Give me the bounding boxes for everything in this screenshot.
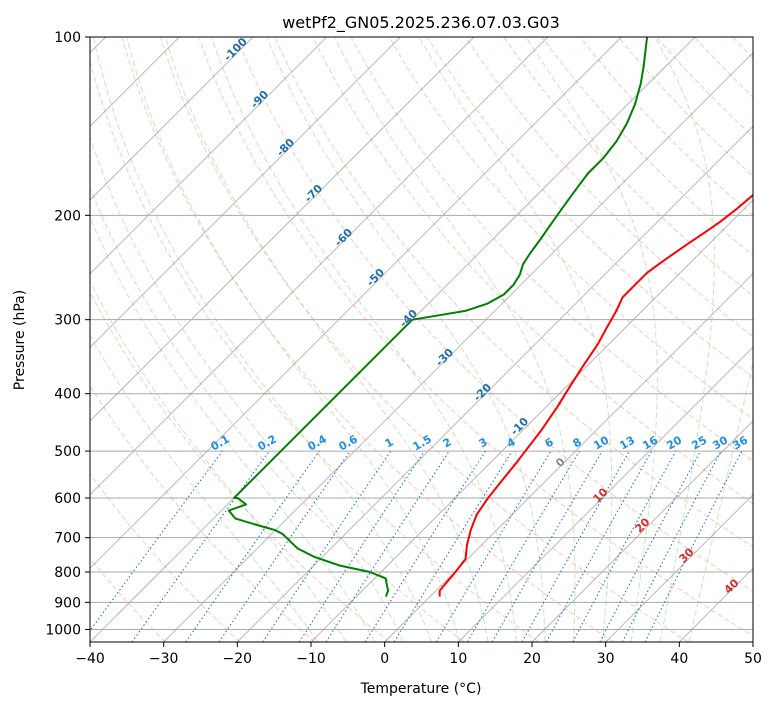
y-tick-label: 500	[54, 444, 81, 460]
moist-adiabat-line	[126, 37, 461, 642]
dry-adiabat-line	[90, 186, 465, 642]
dry-adiabat-line	[90, 384, 316, 642]
mixing-ratio-line	[262, 450, 392, 642]
dry-adiabat-line	[90, 291, 390, 642]
dry-adiabat-line	[159, 37, 689, 642]
isotherm-line	[90, 37, 401, 349]
y-tick-label: 900	[54, 595, 81, 611]
x-tick-label: 40	[670, 651, 688, 667]
y-tick-label: 800	[54, 565, 81, 581]
isotherm-line	[605, 493, 753, 642]
chart-title: wetPf2_GN05.2025.236.07.03.G03	[282, 13, 560, 33]
y-tick-label: 200	[54, 208, 81, 224]
x-axis: −40 −30 −20 −10 0 10 20 30 40 50	[75, 642, 762, 667]
x-tick-label: 30	[597, 651, 615, 667]
x-tick-label: 20	[523, 651, 541, 667]
moist-adiabat-line	[90, 334, 319, 642]
y-tick-label: 300	[54, 313, 81, 329]
mixing-ratio-line	[185, 450, 320, 642]
moist-adiabat-line	[92, 37, 432, 642]
mixing-ratio-line	[325, 450, 450, 642]
isotherm-line	[310, 199, 753, 642]
moist-adiabat-line	[210, 37, 517, 642]
y-tick-label: 400	[54, 387, 81, 403]
mixing-ratio-line	[131, 450, 270, 642]
dry-adiabat-line	[90, 557, 166, 642]
dry-adiabat-line	[121, 37, 614, 642]
mixing-ratio-line	[572, 450, 677, 642]
x-tick-label: −40	[75, 651, 105, 667]
isotherm-line	[90, 37, 328, 275]
dry-adiabat-line	[274, 37, 753, 548]
mixing-ratio-line	[90, 450, 223, 632]
isotherm-line	[384, 272, 753, 642]
mixing-ratio-line	[298, 450, 425, 642]
isotherm-line	[163, 51, 753, 642]
y-axis-label: Pressure (hPa)	[12, 290, 28, 390]
x-axis-label: Temperature (°C)	[360, 681, 482, 697]
x-tick-label: −10	[296, 651, 326, 667]
mixing-ratio-line	[644, 450, 743, 642]
x-tick-label: −20	[223, 651, 253, 667]
dry-adiabat-line	[350, 37, 753, 462]
dry-adiabat-line	[198, 37, 753, 637]
x-tick-label: −30	[149, 651, 179, 667]
profile-lines	[227, 37, 753, 597]
mixing-ratio-line	[393, 450, 513, 642]
dry-adiabat-line	[426, 37, 753, 379]
isotherm-line	[531, 420, 753, 642]
y-tick-label: 1000	[45, 622, 81, 638]
mixing-ratio-line	[545, 450, 653, 642]
moist-adiabat-line	[418, 37, 613, 642]
moist-adiabat-line	[90, 215, 376, 642]
y-axis: 100 200 300 400 500 600 700 800 900 1000	[45, 30, 90, 638]
dewpoint-line	[227, 37, 649, 597]
dry-adiabat-line	[236, 37, 753, 592]
mixing-ratio-line	[521, 450, 630, 642]
isotherm-line	[90, 37, 254, 201]
dry-adiabat-line	[503, 37, 753, 297]
moist-adiabat-line	[266, 37, 546, 642]
isotherm-line	[90, 37, 475, 422]
plot-frame	[89, 36, 754, 643]
moist-adiabat-line	[654, 37, 715, 642]
dry-adiabat-line	[90, 59, 540, 642]
isotherm-line	[457, 346, 753, 642]
isotherm-line	[90, 37, 622, 570]
background-reference-lines	[90, 37, 753, 642]
moist-adiabat-line	[525, 37, 658, 642]
y-tick-label: 700	[54, 531, 81, 547]
isotherm-line	[236, 125, 753, 642]
y-tick-label: 600	[54, 491, 81, 507]
mixing-ratio-line	[218, 450, 351, 642]
x-tick-label: 0	[380, 651, 389, 667]
moist-adiabat-line	[164, 37, 489, 642]
y-tick-label: 100	[54, 30, 81, 46]
dry-adiabat-line	[90, 472, 241, 642]
moist-adiabat-line	[90, 135, 404, 642]
x-tick-label: 50	[744, 651, 762, 667]
moist-adiabat-line	[334, 37, 576, 642]
x-tick-label: 10	[449, 651, 467, 667]
temperature-line	[438, 193, 753, 597]
isotherm-line	[90, 37, 549, 496]
moist-adiabat-line	[688, 358, 753, 642]
